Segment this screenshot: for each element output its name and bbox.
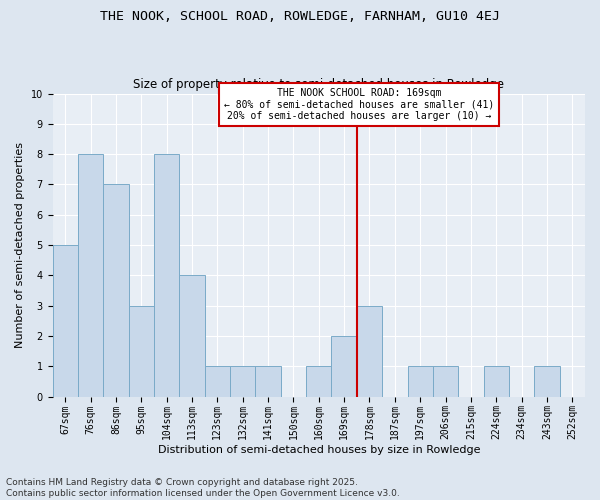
Text: THE NOOK SCHOOL ROAD: 169sqm
← 80% of semi-detached houses are smaller (41)
20% : THE NOOK SCHOOL ROAD: 169sqm ← 80% of se… (224, 88, 494, 121)
Title: Size of property relative to semi-detached houses in Rowledge: Size of property relative to semi-detach… (133, 78, 504, 91)
Bar (103, 184, 128, 396)
Y-axis label: Number of semi-detached properties: Number of semi-detached properties (15, 142, 25, 348)
Bar (484, 366, 509, 396)
Bar (78, 154, 103, 396)
X-axis label: Distribution of semi-detached houses by size in Rowledge: Distribution of semi-detached houses by … (158, 445, 480, 455)
Bar (433, 366, 458, 396)
Bar (407, 366, 433, 396)
Bar (256, 366, 281, 396)
Bar (534, 366, 560, 396)
Bar (154, 154, 179, 396)
Text: THE NOOK, SCHOOL ROAD, ROWLEDGE, FARNHAM, GU10 4EJ: THE NOOK, SCHOOL ROAD, ROWLEDGE, FARNHAM… (100, 10, 500, 23)
Bar (128, 306, 154, 396)
Bar (306, 366, 331, 396)
Text: Contains HM Land Registry data © Crown copyright and database right 2025.
Contai: Contains HM Land Registry data © Crown c… (6, 478, 400, 498)
Bar (331, 336, 357, 396)
Bar (230, 366, 256, 396)
Bar (179, 276, 205, 396)
Bar (205, 366, 230, 396)
Bar (357, 306, 382, 396)
Bar (53, 245, 78, 396)
